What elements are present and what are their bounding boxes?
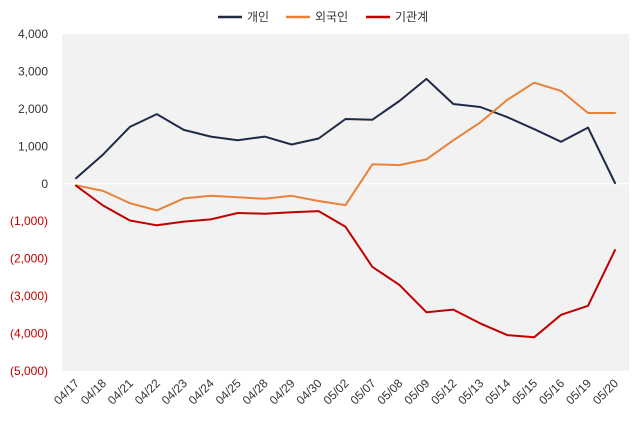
x-tick-label: 04/18 [78,376,109,407]
series-layer [75,77,616,339]
x-tick-label: 05/08 [374,376,405,407]
y-tick-label: (5,000) [10,364,48,378]
y-tick-label: 4,000 [18,27,48,41]
x-tick-label: 05/16 [536,376,567,407]
x-tick-label: 05/09 [401,376,432,407]
x-tick-label: 05/15 [509,376,540,407]
legend: 개인 외국인 기관계 [218,10,428,24]
y-tick-label: 1,000 [18,139,48,153]
x-axis-ticks: 04/1704/1804/2104/2204/2304/2404/2504/28… [51,376,621,407]
x-tick-label: 05/14 [482,376,513,407]
legend-item: 외국인 [286,10,348,24]
x-tick-label: 05/13 [455,376,486,407]
x-tick-label: 05/02 [320,376,351,407]
y-tick-label: (1,000) [10,214,48,228]
legend-label: 외국인 [315,10,348,24]
legend-label: 기관계 [395,10,428,24]
y-tick-label: (4,000) [10,327,48,341]
x-tick-label: 05/07 [347,376,378,407]
x-tick-label: 04/23 [159,376,190,407]
x-tick-label: 04/28 [240,376,271,407]
y-axis-ticks: 4,000 3,000 2,000 1,000 0 (1,000) (2,000) (3,00… [10,27,48,378]
x-tick-label: 04/22 [132,376,163,407]
x-tick-label: 05/19 [563,376,594,407]
y-tick-label: 2,000 [18,102,48,116]
legend-item: 개인 [218,10,269,24]
plot-area [62,34,629,371]
legend-item: 기관계 [366,10,428,24]
x-tick-label: 05/20 [590,376,621,407]
series-line-개인 [75,77,616,184]
x-tick-label: 05/12 [428,376,459,407]
legend-label: 개인 [247,10,269,24]
x-tick-label: 04/29 [267,376,298,407]
x-tick-label: 04/24 [186,376,217,407]
x-tick-label: 04/17 [51,376,82,407]
series-line-기관계 [75,184,616,339]
y-tick-label: 3,000 [18,64,48,78]
y-tick-label: (3,000) [10,289,48,303]
x-tick-label: 04/21 [105,376,136,407]
y-tick-label: (2,000) [10,252,48,266]
y-tick-label: 0 [41,177,48,191]
x-tick-label: 04/25 [213,376,244,407]
x-tick-label: 04/30 [294,376,325,407]
series-line-외국인 [75,81,616,212]
